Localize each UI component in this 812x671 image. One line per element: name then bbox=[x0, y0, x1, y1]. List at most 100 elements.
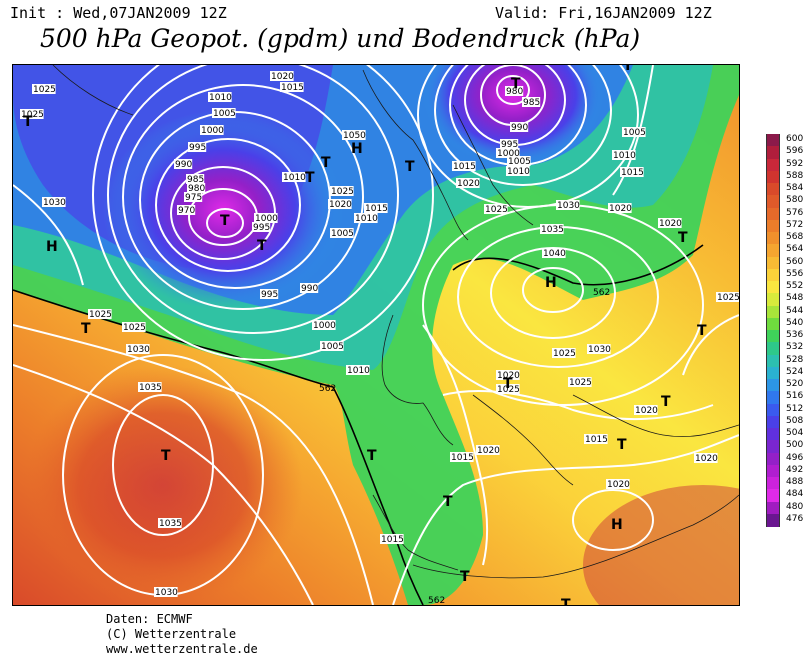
isobar-label-bg bbox=[507, 156, 531, 166]
isobar-label-bg bbox=[42, 197, 66, 207]
legend-value: 524 bbox=[786, 366, 804, 377]
isobar-label-bg bbox=[505, 86, 524, 96]
legend-swatch bbox=[766, 379, 780, 392]
isobar-label: 1015 bbox=[453, 162, 476, 172]
isobar-label-bg bbox=[177, 205, 196, 215]
isobar-label-bg bbox=[312, 320, 336, 330]
isobar-label: 1015 bbox=[621, 168, 644, 178]
legend-swatch bbox=[766, 207, 780, 221]
isobar-label: 990 bbox=[301, 284, 318, 294]
data-source: Daten: ECMWF bbox=[106, 612, 193, 626]
gpdm-label: 562 bbox=[319, 384, 336, 394]
isobar-label: 1025 bbox=[331, 187, 354, 197]
legend-swatch bbox=[766, 305, 780, 319]
isobar-label: 1025 bbox=[569, 378, 592, 388]
isobar-label-bg bbox=[622, 127, 646, 137]
pressure-center-marker: T bbox=[697, 323, 707, 339]
isobar-label: 1015 bbox=[585, 435, 608, 445]
isobar-label-bg bbox=[270, 71, 294, 81]
pressure-center-marker: T bbox=[220, 213, 230, 229]
legend-swatch bbox=[766, 134, 780, 147]
isobar-label: 1000 bbox=[497, 149, 520, 159]
isobar-label-bg bbox=[158, 518, 182, 528]
isobar-label-bg bbox=[138, 382, 162, 392]
footer-credits: Daten: ECMWF (C) Wetterzentrale www.wett… bbox=[106, 612, 258, 657]
legend-swatch bbox=[766, 170, 780, 184]
legend-value: 584 bbox=[786, 183, 804, 194]
isobar-label: 1010 bbox=[613, 151, 636, 161]
isobar-label-bg bbox=[608, 203, 632, 213]
isobar-label-bg bbox=[187, 183, 206, 193]
isobar-label-bg bbox=[20, 109, 44, 119]
legend-swatch bbox=[766, 403, 780, 417]
isobar-label: 995 bbox=[501, 140, 518, 150]
isobar-label-bg bbox=[522, 97, 541, 107]
isobar-label: 985 bbox=[523, 98, 540, 108]
legend-value: 540 bbox=[786, 317, 804, 328]
isobar-label: 1025 bbox=[123, 323, 146, 333]
legend-swatch bbox=[766, 477, 780, 490]
isobar-label-bg bbox=[320, 341, 344, 351]
isobar-label: 990 bbox=[511, 123, 528, 133]
isobar-label-bg bbox=[496, 370, 520, 380]
legend-swatch bbox=[766, 464, 780, 478]
pressure-center-marker: T bbox=[23, 114, 33, 130]
legend-value: 572 bbox=[786, 219, 804, 230]
isobar-label-bg bbox=[506, 166, 530, 176]
legend-swatch bbox=[766, 342, 780, 355]
gpdm-labels: 562 562 562 bbox=[319, 288, 610, 605]
legend-swatch bbox=[766, 513, 780, 527]
gpdm-562-contour-east bbox=[452, 244, 704, 286]
isobar-label: 995 bbox=[189, 143, 206, 153]
legend-value: 536 bbox=[786, 330, 804, 341]
legend-swatch bbox=[766, 158, 780, 172]
legend-value: 476 bbox=[786, 513, 804, 524]
isobar-label: 1025 bbox=[485, 205, 508, 215]
isobar-label: 1010 bbox=[283, 173, 306, 183]
isobar-label-bg bbox=[552, 348, 576, 358]
isobar-label: 1005 bbox=[331, 229, 354, 239]
legend-value: 580 bbox=[786, 195, 804, 206]
isobar-label-bg bbox=[456, 178, 480, 188]
legend-swatch bbox=[766, 219, 780, 233]
isobar-label-bg bbox=[496, 384, 520, 394]
legend-value: 528 bbox=[786, 354, 804, 365]
legend-value: 568 bbox=[786, 232, 804, 243]
pressure-center-marker: T bbox=[305, 170, 315, 186]
isobar-label-bg bbox=[330, 228, 354, 238]
isobar-label: 1020 bbox=[329, 200, 352, 210]
gpdm-label: 562 bbox=[593, 288, 610, 298]
legend-swatch bbox=[766, 244, 780, 257]
isobar-label: 985 bbox=[187, 175, 204, 185]
isobar-label-bg bbox=[184, 192, 203, 202]
isobar-label: 980 bbox=[188, 184, 205, 194]
isobar-label-bg bbox=[556, 200, 580, 210]
legend-value: 532 bbox=[786, 342, 804, 353]
isobar-label: 975 bbox=[185, 193, 202, 203]
isobar-label-bg bbox=[450, 452, 474, 462]
pressure-center-marker: T bbox=[503, 376, 513, 392]
isobar-label: 1010 bbox=[355, 214, 378, 224]
legend-swatch bbox=[766, 330, 780, 343]
legend-value: 592 bbox=[786, 158, 804, 169]
legend-value: 588 bbox=[786, 170, 804, 181]
isobar-label-bg bbox=[260, 289, 279, 299]
legend-swatch bbox=[766, 268, 780, 282]
isobar-labels: 1025102510201015101010051000995990985980… bbox=[20, 71, 739, 598]
isobar-label-bg bbox=[208, 92, 232, 102]
isobar-label: 995 bbox=[261, 290, 278, 300]
pressure-center-marker: T bbox=[661, 394, 671, 410]
legend-swatch bbox=[766, 440, 780, 453]
pressure-center-marker: T bbox=[161, 448, 171, 464]
isobar-label-bg bbox=[346, 365, 370, 375]
isobar-label: 1025 bbox=[89, 310, 112, 320]
pressure-center-marker: T bbox=[367, 448, 377, 464]
isobar-label: 1000 bbox=[313, 321, 336, 331]
legend-value: 512 bbox=[786, 403, 804, 414]
isobar-label-bg bbox=[174, 159, 193, 169]
legend-swatch bbox=[766, 256, 780, 270]
isobar-label: 1025 bbox=[553, 349, 576, 359]
isobar-label: 1030 bbox=[155, 588, 178, 598]
pressure-center-marker: T bbox=[617, 437, 627, 453]
isobar-label-bg bbox=[568, 377, 592, 387]
